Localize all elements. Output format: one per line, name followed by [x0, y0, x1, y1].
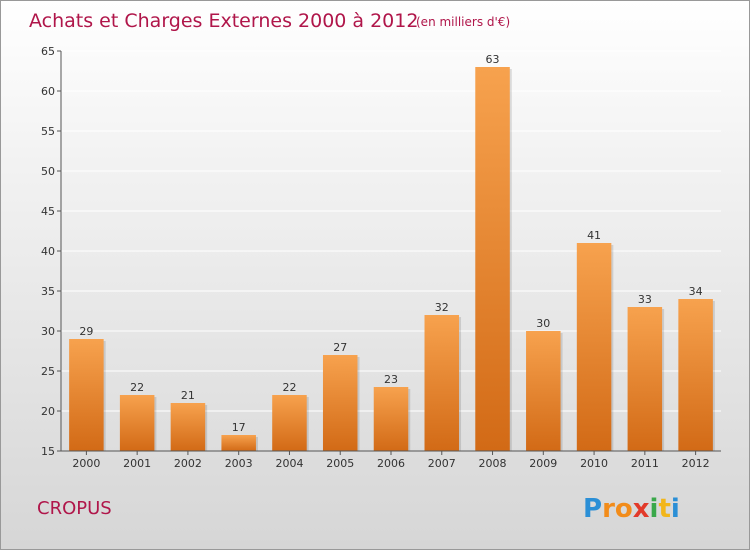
value-label: 32	[435, 301, 449, 314]
proxiti-logo: Proxiti	[583, 494, 680, 524]
bar-2010	[576, 243, 612, 451]
value-label: 63	[486, 53, 500, 66]
x-tick-label: 2002	[174, 457, 202, 470]
place-label: CROPUS	[37, 498, 112, 519]
x-tick-label: 2000	[72, 457, 100, 470]
bar-2011	[627, 307, 663, 451]
bar-2001	[119, 395, 155, 451]
value-label: 23	[384, 373, 398, 386]
y-tick-label: 35	[41, 285, 55, 298]
y-tick-label: 40	[41, 245, 55, 258]
x-tick-label: 2006	[377, 457, 405, 470]
logo-letter: P	[583, 494, 602, 524]
bar-2002	[170, 403, 206, 451]
y-tick-label: 25	[41, 365, 55, 378]
x-tick-label: 2011	[631, 457, 659, 470]
y-tick-label: 65	[41, 45, 55, 58]
y-tick-label: 60	[41, 85, 55, 98]
y-tick-label: 15	[41, 445, 55, 458]
logo-letter: r	[602, 494, 615, 524]
x-tick-label: 2012	[682, 457, 710, 470]
bar-2006	[373, 387, 409, 451]
logo-letter: t	[658, 494, 670, 524]
y-tick-label: 55	[41, 125, 55, 138]
x-tick-label: 2009	[529, 457, 557, 470]
logo-letter: i	[650, 494, 659, 524]
x-tick-label: 2004	[275, 457, 303, 470]
x-tick-label: 2010	[580, 457, 608, 470]
bar-2008	[475, 67, 510, 451]
x-tick-label: 2007	[428, 457, 456, 470]
bar-2012	[678, 299, 713, 451]
y-tick-label: 30	[41, 325, 55, 338]
value-label: 22	[130, 381, 144, 394]
value-label: 21	[181, 389, 195, 402]
x-tick-label: 2008	[479, 457, 507, 470]
y-tick-label: 45	[41, 205, 55, 218]
x-tick-label: 2001	[123, 457, 151, 470]
logo-letter: i	[671, 494, 680, 524]
value-label: 33	[638, 293, 652, 306]
x-tick-label: 2003	[225, 457, 253, 470]
value-label: 17	[232, 421, 246, 434]
value-label: 34	[689, 285, 703, 298]
value-label: 27	[333, 341, 347, 354]
logo-letter: x	[633, 494, 650, 524]
bar-2003	[221, 435, 256, 451]
y-tick-label: 20	[41, 405, 55, 418]
chart-subtitle: (en milliers d'€)	[416, 15, 510, 29]
value-label: 30	[536, 317, 550, 330]
bar-2005	[322, 355, 358, 451]
logo-letter: o	[615, 494, 633, 524]
bar-2009	[526, 331, 561, 451]
y-tick-label: 50	[41, 165, 55, 178]
chart-title: Achats et Charges Externes 2000 à 2012	[29, 10, 418, 32]
bar-2000	[69, 339, 104, 451]
axes: 15 20 25 30 35 40 45 50 55 60 65 2000 2001 2002 2003 20…	[41, 45, 721, 470]
bar-2007	[424, 315, 460, 451]
bars: 29 22 21 17 22 27 23 32 63 30 41 33 34	[69, 53, 715, 451]
bar-2004	[272, 395, 307, 451]
value-label: 41	[587, 229, 601, 242]
x-tick-label: 2005	[326, 457, 354, 470]
value-label: 22	[282, 381, 296, 394]
value-label: 29	[79, 325, 93, 338]
